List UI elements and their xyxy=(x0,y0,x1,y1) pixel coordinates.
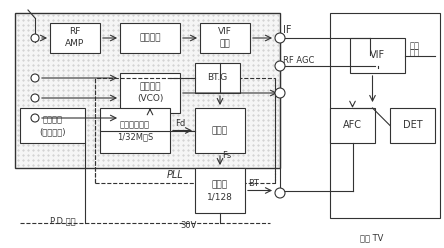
Text: BT.G: BT.G xyxy=(207,73,228,83)
Text: (波段选择): (波段选择) xyxy=(39,127,66,136)
FancyBboxPatch shape xyxy=(20,108,85,143)
Circle shape xyxy=(275,61,285,71)
FancyBboxPatch shape xyxy=(15,13,280,168)
Text: VIF: VIF xyxy=(218,28,232,36)
Circle shape xyxy=(31,74,39,82)
Text: 输出: 输出 xyxy=(220,39,230,49)
Text: 30V: 30V xyxy=(180,221,196,230)
Text: IF: IF xyxy=(283,25,292,35)
Text: 本机振荡: 本机振荡 xyxy=(139,83,161,92)
Circle shape xyxy=(31,114,39,122)
Text: RF: RF xyxy=(69,28,81,36)
Text: 视频: 视频 xyxy=(410,41,420,50)
FancyBboxPatch shape xyxy=(200,23,250,53)
Text: 线路逻辑: 线路逻辑 xyxy=(43,115,63,124)
Text: 信号: 信号 xyxy=(410,48,420,57)
Text: Fs: Fs xyxy=(222,151,231,160)
Text: 预频率倍减器: 预频率倍减器 xyxy=(120,120,150,129)
Circle shape xyxy=(31,94,39,102)
Circle shape xyxy=(275,33,285,43)
FancyBboxPatch shape xyxy=(50,23,100,53)
FancyBboxPatch shape xyxy=(195,63,240,93)
FancyBboxPatch shape xyxy=(350,38,405,73)
FancyBboxPatch shape xyxy=(120,23,180,53)
FancyBboxPatch shape xyxy=(120,73,180,113)
FancyBboxPatch shape xyxy=(195,108,245,153)
Text: BT: BT xyxy=(248,179,259,188)
FancyBboxPatch shape xyxy=(390,108,435,143)
Text: 1/128: 1/128 xyxy=(207,192,233,201)
Text: AFC: AFC xyxy=(343,121,362,130)
Circle shape xyxy=(275,188,285,198)
Text: 比较器: 比较器 xyxy=(212,126,228,135)
Text: 1/32M＋S: 1/32M＋S xyxy=(117,132,153,141)
Text: RF AGC: RF AGC xyxy=(283,56,314,65)
Text: (VCO): (VCO) xyxy=(137,94,163,103)
Text: P.D 数据: P.D 数据 xyxy=(50,216,75,225)
Text: 混频电路: 混频电路 xyxy=(139,33,161,42)
Text: Fd: Fd xyxy=(175,119,185,128)
Text: PLL: PLL xyxy=(166,170,183,180)
Text: VIF: VIF xyxy=(370,51,385,61)
FancyBboxPatch shape xyxy=(195,168,245,213)
Circle shape xyxy=(275,88,285,98)
Text: 来源 TV: 来源 TV xyxy=(360,233,383,242)
Text: DET: DET xyxy=(403,121,422,130)
FancyBboxPatch shape xyxy=(100,108,170,153)
Text: 分频器: 分频器 xyxy=(212,180,228,189)
Circle shape xyxy=(31,34,39,42)
FancyBboxPatch shape xyxy=(330,108,375,143)
Text: AMP: AMP xyxy=(65,39,85,49)
